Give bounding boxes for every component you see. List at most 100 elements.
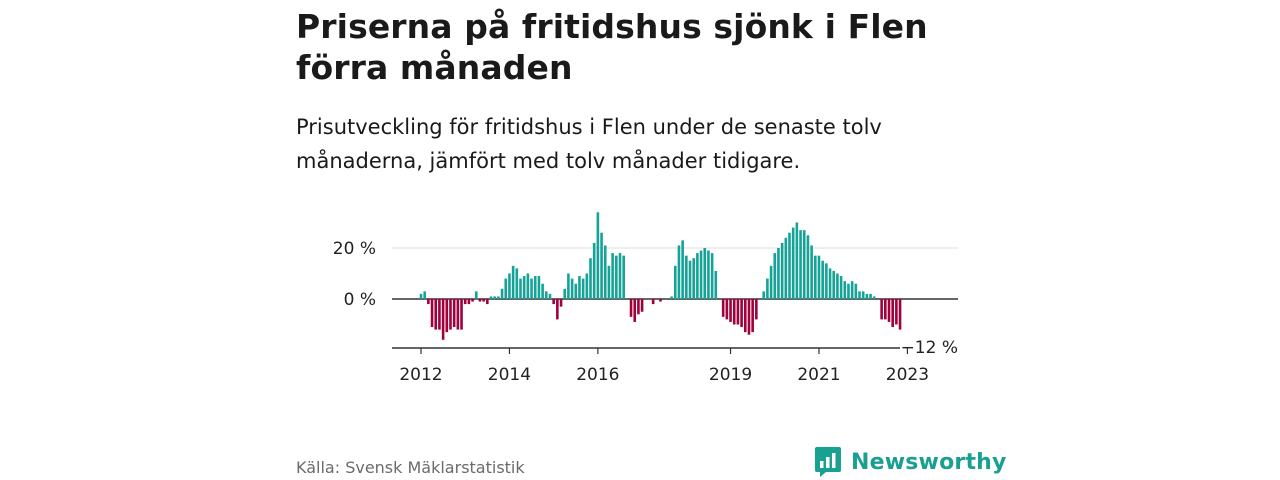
bar — [559, 299, 563, 307]
bar — [640, 299, 644, 312]
bar — [500, 288, 504, 299]
bar — [567, 273, 570, 299]
bar — [677, 245, 681, 299]
x-tick-label: 2012 — [399, 365, 442, 385]
bar — [673, 265, 677, 299]
bar — [618, 253, 622, 299]
bar — [795, 222, 799, 299]
x-tick-label: 2019 — [709, 365, 752, 385]
bar — [526, 273, 530, 299]
bar-chart: 20 % 0 % 2012 2014 2016 2019 2021 2023 −12 % — [333, 212, 958, 385]
bar — [788, 232, 791, 299]
bar — [441, 299, 445, 340]
bar — [806, 235, 810, 299]
bar — [544, 291, 548, 299]
bar — [843, 281, 847, 299]
bar — [780, 242, 784, 299]
bar — [603, 245, 607, 299]
bar — [515, 268, 519, 299]
bar — [533, 276, 537, 299]
bar — [696, 253, 699, 299]
bar — [773, 253, 777, 299]
bar — [688, 260, 692, 299]
bar — [563, 288, 567, 299]
bar — [592, 242, 596, 299]
bar — [736, 299, 740, 325]
bar — [839, 276, 843, 299]
bar — [880, 299, 883, 320]
bar — [585, 273, 589, 299]
bar — [817, 255, 821, 299]
bar — [707, 250, 710, 299]
bar — [552, 299, 555, 305]
bar — [570, 278, 574, 299]
bar — [710, 253, 714, 299]
bar — [434, 299, 438, 330]
newsworthy-logo[interactable]: Newsworthy — [814, 446, 1007, 478]
bar — [574, 283, 578, 299]
bar — [869, 293, 872, 299]
bar — [872, 296, 876, 299]
bar — [740, 299, 743, 328]
x-tick-label: 2014 — [488, 365, 531, 385]
bar — [419, 293, 423, 299]
bar — [522, 276, 526, 299]
bar — [596, 212, 600, 299]
bar — [828, 268, 832, 299]
bar — [445, 299, 449, 333]
bar — [747, 299, 751, 335]
bar — [478, 299, 482, 302]
bar — [791, 227, 795, 299]
bar — [802, 230, 806, 299]
last-value-label: −12 % — [901, 338, 958, 358]
bar — [511, 265, 515, 299]
bar — [471, 299, 474, 302]
bar — [850, 281, 854, 299]
bar — [519, 278, 522, 299]
bar — [629, 299, 633, 317]
bar — [884, 299, 887, 320]
bar — [486, 299, 489, 305]
bar — [463, 299, 467, 305]
bar — [836, 273, 839, 299]
bar — [685, 255, 688, 299]
bar — [865, 293, 869, 299]
bar — [858, 291, 861, 299]
bar — [847, 283, 850, 299]
bar — [438, 299, 441, 330]
bar — [541, 283, 544, 299]
bar — [832, 270, 836, 299]
bar — [891, 299, 894, 328]
bar — [762, 291, 765, 299]
bar — [799, 230, 802, 299]
bar — [467, 299, 471, 305]
bar — [743, 299, 747, 333]
bar — [769, 265, 773, 299]
y-tick-label: 0 % — [344, 290, 376, 310]
bar — [777, 248, 780, 299]
bar — [659, 299, 662, 302]
bar — [456, 299, 460, 330]
x-tick-label: 2023 — [886, 365, 929, 385]
chart-subtitle: Prisutveckling för fritidshus i Flen und… — [296, 115, 882, 173]
bar — [821, 260, 824, 299]
bar — [703, 248, 707, 299]
bar — [578, 276, 581, 299]
bar — [427, 299, 430, 305]
bar — [854, 283, 858, 299]
bar — [810, 245, 813, 299]
bar — [637, 299, 640, 315]
bar — [784, 237, 788, 299]
bar — [651, 299, 655, 305]
bar — [504, 278, 508, 299]
bar — [825, 263, 828, 299]
bar — [581, 278, 585, 299]
bar — [692, 258, 695, 299]
bar — [898, 299, 902, 330]
bar — [489, 296, 493, 299]
x-tick-label: 2016 — [576, 365, 619, 385]
bar — [751, 299, 754, 333]
bar — [895, 299, 898, 325]
bar — [699, 250, 703, 299]
brand-name: Newsworthy — [851, 449, 1007, 475]
